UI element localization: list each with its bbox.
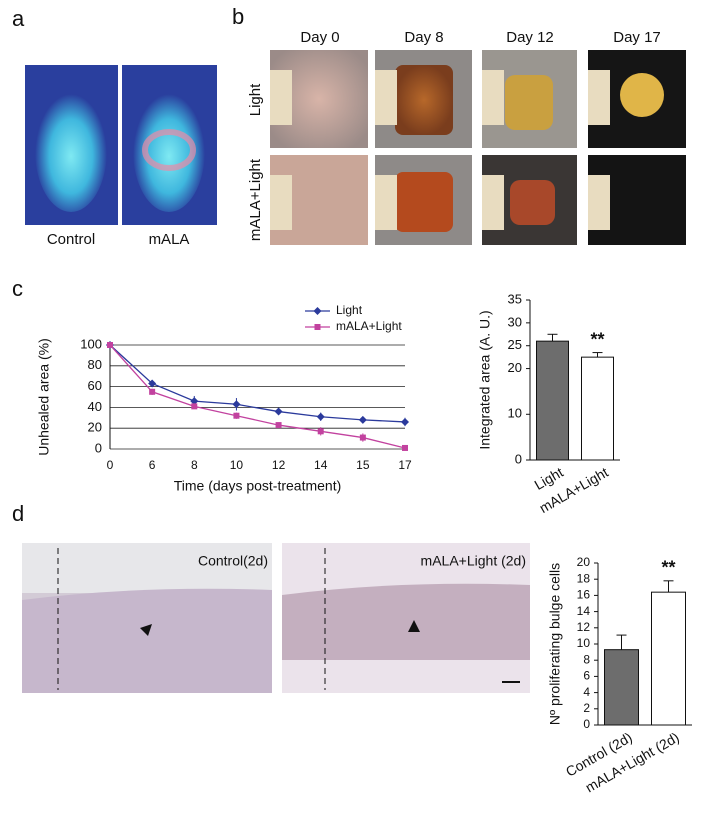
row-header: Light	[247, 83, 264, 116]
marker	[275, 422, 282, 429]
x-tick-label: 17	[398, 458, 412, 472]
y-tick-label: 20	[577, 555, 591, 569]
arrowhead	[140, 624, 152, 636]
legend-marker	[313, 307, 322, 315]
x-tick-label: 12	[272, 458, 286, 472]
ruler	[270, 175, 292, 230]
photo-detail	[510, 180, 555, 225]
series-line	[109, 344, 406, 423]
y-tick-label: 0	[95, 440, 102, 455]
caption: mALA	[149, 231, 190, 248]
y-axis-label: Integrated area (A. U.)	[477, 310, 493, 449]
marker	[232, 400, 241, 409]
significance: **	[661, 558, 675, 578]
bar	[536, 340, 569, 461]
panel-label: b	[232, 4, 244, 29]
panel-label: a	[12, 6, 25, 31]
ruler	[375, 70, 397, 125]
photo-detail	[22, 543, 272, 593]
y-tick-label: 8	[583, 652, 590, 666]
series-line	[109, 344, 406, 449]
x-tick-label: 6	[149, 458, 156, 472]
column-header: Day 8	[404, 29, 443, 46]
y-tick-label: 16	[577, 588, 591, 602]
y-tick-label: 2	[583, 701, 590, 715]
ruler	[482, 70, 504, 125]
column-header: Day 17	[613, 29, 661, 46]
x-tick-label: 14	[314, 458, 328, 472]
marker	[358, 415, 367, 424]
marker	[316, 412, 325, 421]
row-header: mALA+Light	[247, 158, 264, 241]
photo-detail	[22, 588, 272, 693]
photo-detail	[620, 73, 664, 117]
marker	[317, 428, 324, 435]
marker	[402, 444, 408, 451]
photo-detail	[395, 172, 453, 232]
ruler	[588, 70, 610, 125]
panel-label: d	[12, 501, 24, 526]
ruler	[588, 175, 610, 230]
bar	[604, 649, 639, 726]
caption: mALA+Light (2d)	[421, 553, 526, 569]
y-tick-label: 10	[508, 406, 522, 421]
marker	[359, 434, 366, 441]
x-tick-label: 8	[191, 458, 198, 472]
photo-grid	[270, 50, 686, 245]
bar	[581, 356, 614, 461]
y-tick-label: 30	[508, 314, 522, 329]
y-tick-label: 60	[88, 378, 102, 393]
y-tick-label: 35	[508, 291, 522, 306]
y-tick-label: 10	[577, 636, 591, 650]
marker	[107, 342, 113, 348]
legend-label: mALA+Light	[336, 319, 402, 333]
photo-detail	[395, 65, 453, 135]
marker	[190, 397, 199, 406]
ruler	[270, 70, 292, 125]
significance: **	[590, 329, 604, 349]
photo-detail	[35, 88, 107, 212]
y-tick-label: 20	[508, 360, 522, 375]
y-tick-label: 40	[88, 399, 102, 414]
x-tick-label: 10	[230, 458, 244, 472]
marker	[191, 403, 198, 410]
column-header: Day 12	[506, 29, 554, 46]
marker	[274, 407, 283, 416]
legend-marker	[314, 324, 321, 330]
x-axis-label: Time (days post-treatment)	[174, 478, 342, 494]
y-tick-label: 0	[515, 451, 522, 466]
y-tick-label: 80	[88, 357, 102, 372]
photo-detail	[282, 583, 530, 660]
x-tick-label: 15	[356, 458, 370, 472]
y-tick-label: 0	[583, 717, 590, 731]
marker	[149, 388, 156, 395]
legend-label: Light	[336, 303, 363, 317]
caption: Control	[47, 231, 95, 248]
panel-label: c	[12, 276, 23, 301]
y-tick-label: 4	[583, 685, 590, 699]
caption: Control(2d)	[198, 553, 268, 569]
bar	[651, 591, 686, 726]
y-tick-label: 100	[80, 336, 102, 351]
marker	[233, 412, 240, 419]
photo-detail	[505, 75, 553, 130]
y-tick-label: 25	[508, 337, 522, 352]
marker	[401, 417, 409, 426]
y-tick-label: 20	[88, 420, 102, 435]
y-tick-label: 12	[577, 620, 591, 634]
x-tick-label: 0	[107, 458, 114, 472]
y-tick-label: 18	[577, 571, 591, 585]
y-axis-label: Nº proliferating bulge cells	[547, 563, 563, 725]
y-tick-label: 14	[577, 604, 591, 618]
photo-detail	[133, 88, 205, 212]
ruler	[375, 175, 397, 230]
column-header: Day 0	[300, 29, 339, 46]
marker	[148, 379, 157, 388]
ruler	[482, 175, 504, 230]
y-tick-label: 6	[583, 669, 590, 683]
photo-detail	[142, 129, 196, 171]
arrowhead	[408, 620, 420, 632]
y-axis-label: Unhealed area (%)	[36, 338, 52, 456]
